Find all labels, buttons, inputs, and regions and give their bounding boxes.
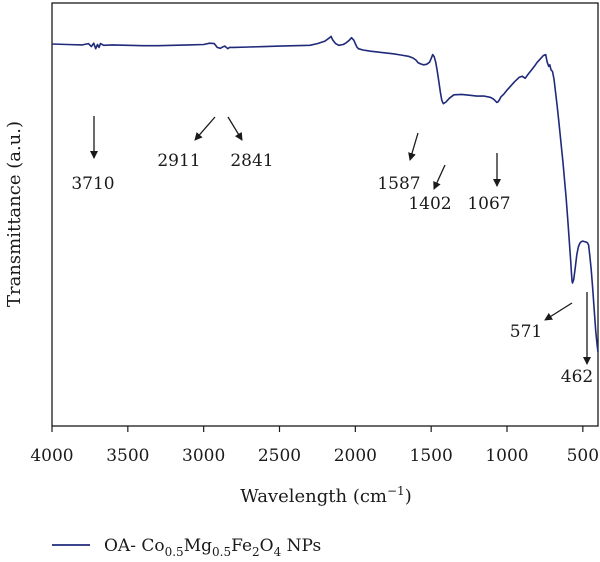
x-tick-label: 2500: [258, 446, 301, 466]
plot-frame: [51, 2, 599, 427]
peak-label: 1402: [408, 194, 451, 214]
x-tick-label: 1000: [485, 446, 528, 466]
x-axis-tick-labels: 4000 3500 3000 2500 2000 1500 1000 500: [30, 446, 599, 466]
annotation-arrows: [90, 116, 591, 365]
peak-arrow: [433, 164, 446, 190]
legend-label-sub: 0.5: [165, 545, 184, 559]
peak-label: 462: [561, 367, 593, 387]
peak-label: 3710: [71, 174, 114, 194]
peak-label: 571: [510, 322, 542, 342]
peak-arrow: [544, 302, 573, 321]
legend-label-part: Fe: [231, 536, 252, 556]
x-axis-label: Wavelength (cm−1): [240, 484, 411, 507]
legend-label-part: Mg: [184, 536, 212, 556]
legend-label-part: NPs: [281, 536, 321, 556]
x-tick-label: 2000: [334, 446, 377, 466]
x-tick-label: 500: [567, 446, 599, 466]
legend-label-sub: 4: [274, 545, 282, 559]
legend-label-sub: 0.5: [212, 545, 231, 559]
legend-label-sub: 2: [252, 545, 260, 559]
legend-label-part: O: [260, 536, 274, 556]
peak-arrow: [408, 132, 419, 161]
x-axis-ticks: [51, 426, 584, 432]
peak-arrow: [194, 116, 216, 141]
peak-label: 1067: [467, 194, 510, 214]
peak-label: 2841: [230, 151, 273, 171]
peak-label: 1587: [377, 174, 420, 194]
x-axis-label-close: ): [405, 486, 412, 507]
x-tick-label: 1500: [410, 446, 453, 466]
legend-label: OA- Co0.5Mg0.5Fe2O4 NPs: [104, 536, 321, 559]
peak-arrow: [227, 116, 243, 141]
legend: OA- Co0.5Mg0.5Fe2O4 NPs: [52, 536, 321, 559]
x-axis-label-sup: −1: [387, 484, 405, 498]
legend-label-part: OA- Co: [104, 536, 165, 556]
x-tick-label: 3000: [182, 446, 225, 466]
peak-label: 2911: [157, 151, 200, 171]
x-tick-label: 3500: [106, 446, 149, 466]
x-axis-label-main: Wavelength (cm: [240, 486, 387, 507]
y-axis-label: Transmittance (a.u.): [4, 121, 25, 307]
series-line: [51, 35, 599, 353]
x-tick-label: 4000: [30, 446, 73, 466]
